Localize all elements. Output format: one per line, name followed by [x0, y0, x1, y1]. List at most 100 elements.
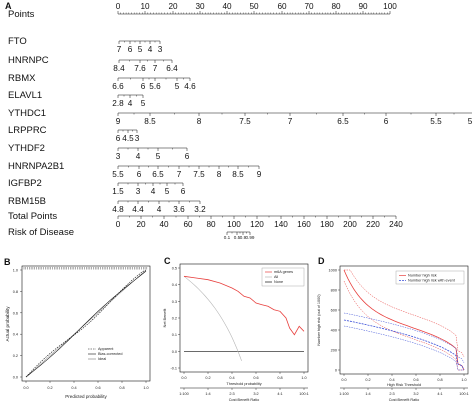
- tick-label: 100: [227, 220, 241, 229]
- y-tick-label: 600: [331, 309, 337, 313]
- tick-label: 5.5: [430, 117, 442, 126]
- row-label-fto: FTO: [8, 36, 27, 47]
- cb-tick-label: 1:4: [365, 392, 370, 396]
- tick-label: 5.6: [149, 82, 161, 91]
- row-label-ythdc1: YTHDC1: [8, 108, 46, 119]
- tick-label: 80: [331, 2, 341, 11]
- dca-legend-box: [261, 267, 305, 287]
- number-high-risk-curve: [343, 269, 465, 371]
- tick-label: 4.6: [184, 82, 196, 91]
- tick-label: 3.2: [194, 205, 206, 214]
- bias-corrected-line: [25, 270, 147, 378]
- tick-label: 0: [116, 2, 121, 11]
- tick-label: 5: [468, 117, 473, 126]
- tick-label: 180: [320, 220, 334, 229]
- tick-label: 80: [206, 220, 216, 229]
- cic-legend-box: [395, 270, 465, 285]
- row-label-igfbp2: IGFBP2: [8, 178, 42, 189]
- tick-label: 8.5: [232, 170, 244, 179]
- x-tick-label: 0.0: [181, 376, 186, 380]
- tick-label: 100: [383, 2, 397, 11]
- tick-label: 6: [141, 82, 146, 91]
- tick-label: 30: [195, 2, 205, 11]
- tick-label: 4.5: [122, 134, 134, 143]
- tick-label: 4: [151, 187, 156, 196]
- tick-label: 70: [304, 2, 314, 11]
- tick-label: 9: [116, 117, 121, 126]
- y-tick-label: 0.2: [172, 317, 177, 321]
- y-tick-label: 0: [335, 369, 337, 373]
- row-label-ythdf2: YTHDF2: [8, 143, 45, 154]
- y-tick-label: 0.0: [172, 350, 177, 354]
- tick-label: 60: [277, 2, 287, 11]
- y-tick-label: 1000: [329, 269, 337, 273]
- tick-label: 40: [159, 220, 169, 229]
- tick-label: 10: [140, 2, 150, 11]
- tick-label: 6.4: [166, 64, 178, 73]
- legend-label: All: [274, 275, 278, 279]
- panel-a-letter: A: [5, 1, 12, 11]
- calibration-frame: [21, 265, 151, 382]
- cb-tick-label: 4:1: [437, 392, 442, 396]
- tick-label: 6: [116, 134, 121, 143]
- cb-tick-label: 2:3: [389, 392, 394, 396]
- calibration-xlabel: Predicted probability: [65, 394, 107, 399]
- tick-label: 0.9: [240, 235, 247, 240]
- tick-label: 6: [137, 170, 142, 179]
- nomogram-row-labels: Points FTO HNRNPC RBMX ELAVL1 YTHDC1 LRPPRC YTH…: [8, 9, 74, 238]
- y-tick-label: 200: [331, 349, 337, 353]
- tick-label: 9: [257, 170, 262, 179]
- cb-tick-label: 4:1: [277, 392, 282, 396]
- legend-label: Number high risk: [408, 274, 437, 278]
- y-tick-label: -0.1: [170, 367, 177, 371]
- tick-label: 7.5: [239, 117, 251, 126]
- x-tick-label: 1.0: [143, 386, 148, 390]
- dca-xlabel: Threshold probability: [226, 382, 261, 386]
- row-label-elavl1: ELAVL1: [8, 90, 42, 101]
- tick-label: 7: [288, 117, 293, 126]
- x-tick-label: 0.6: [413, 378, 418, 382]
- cb-tick-label: 2:3: [229, 392, 234, 396]
- tick-label: 0.5: [234, 235, 241, 240]
- tick-label: 7: [117, 45, 122, 54]
- m6a-genes-curve: [183, 275, 305, 336]
- x-tick-label: 0.8: [277, 376, 282, 380]
- cb-tick-label: 1:100: [179, 392, 189, 396]
- tick-label: 6.6: [112, 82, 124, 91]
- event-lower-ci: [343, 325, 464, 371]
- tick-label: 3: [135, 134, 140, 143]
- dca-ylabel: Net Benefit: [163, 308, 167, 328]
- tick-label: 3.6: [173, 205, 185, 214]
- tick-label: 240: [389, 220, 403, 229]
- tick-label: 200: [343, 220, 357, 229]
- tick-label: 4: [157, 205, 162, 214]
- tick-label: 6.5: [337, 117, 349, 126]
- tick-label: 6.5: [152, 170, 164, 179]
- panel-c-letter: C: [164, 256, 171, 266]
- cb-tick-label: 100:1: [459, 392, 469, 396]
- legend-label: Ideal: [98, 357, 106, 361]
- x-tick-label: 1.0: [461, 378, 466, 382]
- tick-label: 1.5: [112, 187, 124, 196]
- row-label-hnrnpc: HNRNPC: [8, 55, 49, 66]
- tick-label: 140: [274, 220, 288, 229]
- tick-label: 90: [358, 2, 368, 11]
- tick-label: 50: [249, 2, 259, 11]
- tick-label: 0.1: [224, 235, 231, 240]
- tick-label: 6: [181, 187, 186, 196]
- tick-label: 5: [138, 45, 143, 54]
- tick-label: 220: [366, 220, 380, 229]
- x-tick-label: 0.4: [71, 386, 76, 390]
- cic-frame: [339, 265, 469, 375]
- tick-label: 6: [384, 117, 389, 126]
- legend-label: None: [274, 280, 283, 284]
- x-tick-label: 0.6: [253, 376, 258, 380]
- tick-label: 8: [197, 117, 202, 126]
- cb-tick-label: 3:2: [413, 392, 418, 396]
- panel-b-letter: B: [4, 257, 11, 267]
- nomogram-axes: [117, 11, 472, 235]
- tick-label: 120: [250, 220, 264, 229]
